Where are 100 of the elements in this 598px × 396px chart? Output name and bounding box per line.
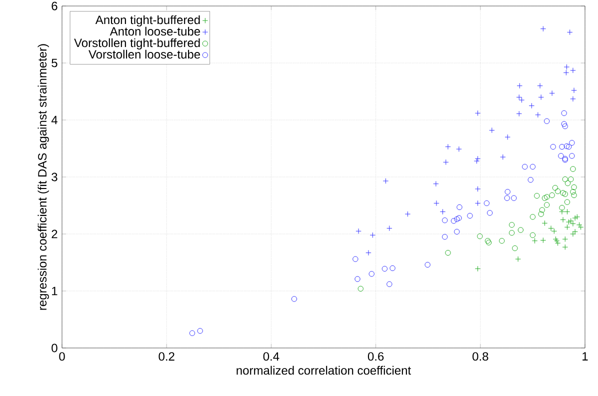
point	[571, 88, 577, 94]
point	[382, 178, 389, 184]
x-tick-label: 1	[582, 352, 588, 360]
point	[386, 281, 392, 287]
point	[568, 176, 574, 182]
point	[538, 94, 544, 100]
point	[570, 96, 576, 102]
point	[484, 238, 491, 244]
point	[540, 26, 546, 32]
point	[368, 271, 374, 277]
point	[564, 180, 571, 186]
point	[554, 240, 561, 246]
point	[537, 82, 543, 89]
point	[456, 215, 462, 221]
point	[564, 224, 570, 230]
point	[515, 256, 521, 262]
point	[450, 218, 457, 224]
point	[390, 265, 396, 272]
y-tick-label: 2	[52, 230, 58, 238]
point	[559, 144, 565, 150]
point	[562, 176, 568, 182]
point	[572, 215, 578, 221]
point	[549, 192, 555, 198]
point	[552, 184, 558, 191]
point	[522, 164, 528, 170]
point	[189, 330, 196, 336]
point	[445, 250, 451, 256]
point	[551, 228, 557, 234]
point	[504, 134, 510, 140]
point	[544, 202, 550, 208]
point	[454, 216, 460, 222]
point	[562, 123, 568, 130]
point	[442, 234, 448, 240]
point	[542, 220, 548, 226]
x-tick-label: 0.6	[368, 352, 384, 361]
point	[404, 211, 411, 217]
point	[498, 238, 505, 244]
point	[486, 240, 492, 246]
y-tick-label: 4	[51, 116, 58, 124]
point	[571, 192, 577, 198]
point	[477, 233, 483, 240]
point	[352, 256, 358, 262]
point	[564, 143, 570, 150]
y-tick-label: 3	[52, 172, 58, 182]
x-tick-label: 0.2	[158, 352, 174, 361]
point	[570, 231, 576, 237]
point	[568, 218, 574, 224]
point	[532, 238, 538, 244]
point	[456, 204, 462, 210]
point	[474, 158, 480, 164]
point	[366, 250, 372, 256]
point	[530, 232, 536, 238]
point	[569, 140, 575, 146]
x-axis-title: normalized correlation coefficient	[236, 366, 411, 375]
point	[560, 190, 566, 196]
point	[354, 276, 360, 282]
point	[561, 121, 567, 127]
point	[563, 70, 570, 76]
x-tick-label: 0.4	[263, 352, 280, 361]
point	[516, 94, 522, 100]
y-tick-label: 1	[52, 286, 58, 296]
point	[511, 195, 517, 201]
point	[544, 118, 550, 124]
point	[508, 230, 515, 236]
point	[197, 328, 203, 334]
point	[433, 180, 439, 187]
point	[512, 245, 518, 252]
point	[484, 200, 490, 206]
point	[576, 222, 582, 228]
point	[566, 219, 572, 225]
point	[564, 64, 570, 70]
point	[530, 214, 536, 220]
point	[535, 112, 541, 118]
point	[518, 97, 525, 103]
point	[548, 225, 554, 232]
point	[571, 184, 577, 190]
point	[560, 216, 566, 223]
point	[538, 211, 544, 217]
point	[442, 217, 448, 224]
point	[570, 68, 576, 74]
point	[370, 232, 376, 238]
point	[504, 188, 510, 195]
point	[504, 195, 510, 201]
point	[516, 110, 522, 117]
point	[356, 228, 362, 234]
x-tick-label: 0.8	[472, 352, 488, 361]
point	[534, 192, 540, 199]
y-tick-label: 5	[52, 58, 58, 68]
point	[434, 200, 440, 206]
point	[516, 82, 522, 89]
point	[562, 236, 568, 242]
point	[564, 199, 570, 205]
point	[569, 153, 575, 159]
point	[474, 110, 481, 116]
point	[539, 207, 545, 213]
point	[559, 204, 565, 211]
point	[486, 210, 493, 216]
y-tick-label: 6	[52, 2, 58, 10]
point	[578, 224, 584, 230]
point	[562, 191, 568, 197]
